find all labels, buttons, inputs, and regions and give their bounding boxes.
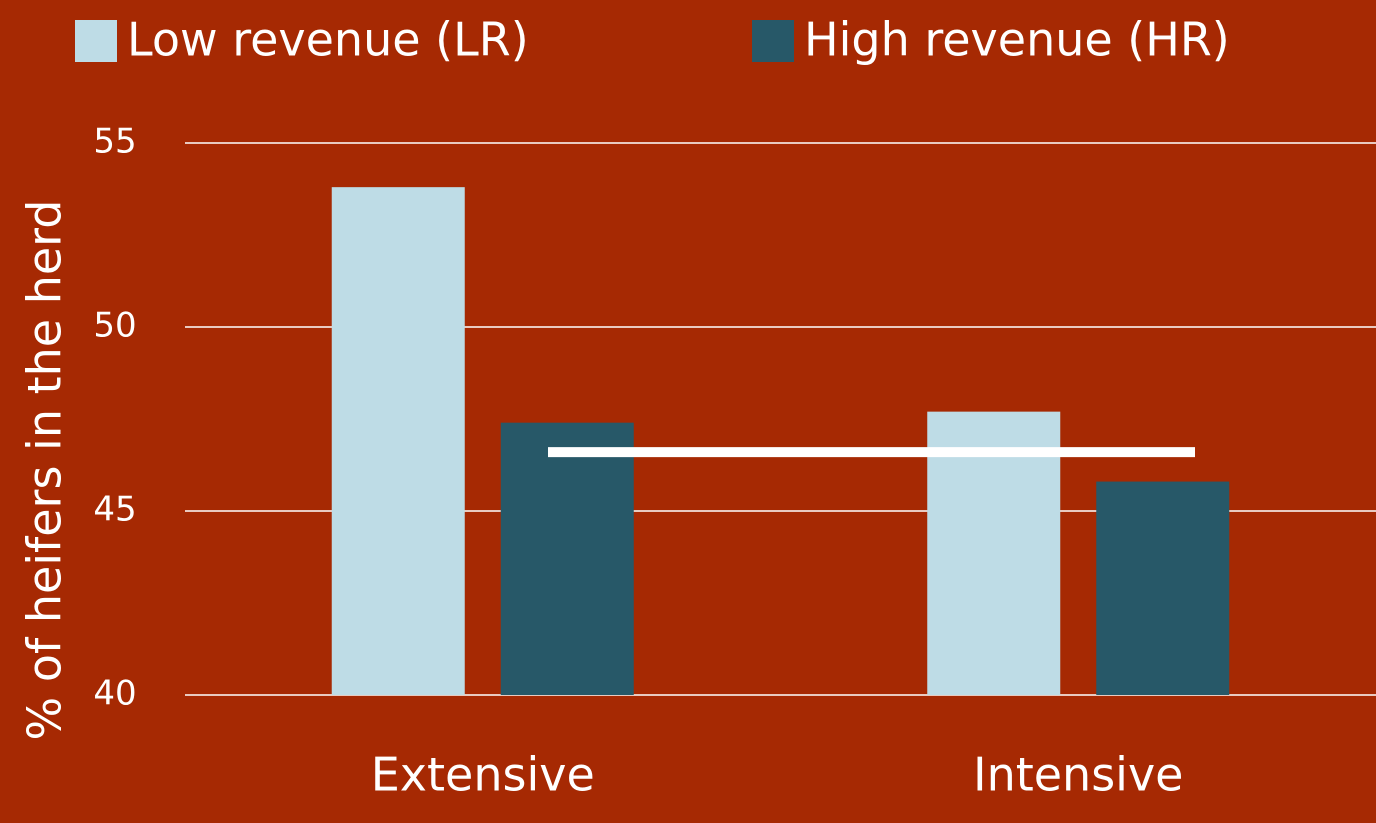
x-tick-label: Extensive bbox=[371, 748, 595, 802]
legend-label: High revenue (HR) bbox=[804, 13, 1230, 67]
y-axis-label: % of heifers in the herd bbox=[18, 200, 72, 741]
legend-swatch bbox=[752, 20, 794, 62]
y-tick-label: 55 bbox=[93, 122, 136, 162]
legend-label: Low revenue (LR) bbox=[127, 13, 529, 67]
bar bbox=[927, 411, 1061, 695]
y-tick-label: 50 bbox=[93, 306, 136, 346]
bar bbox=[331, 187, 465, 695]
legend-swatch bbox=[75, 20, 117, 62]
bar bbox=[500, 422, 634, 695]
bar bbox=[1096, 481, 1230, 695]
x-tick-label: Intensive bbox=[973, 748, 1183, 802]
y-tick-label: 40 bbox=[93, 674, 136, 714]
y-tick-label: 45 bbox=[93, 490, 136, 530]
